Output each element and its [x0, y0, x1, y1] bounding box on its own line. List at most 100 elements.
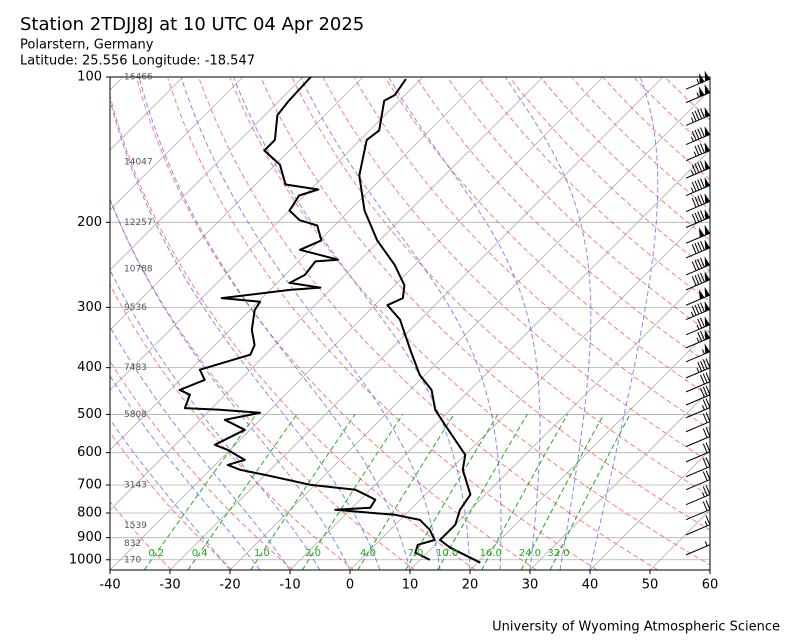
height-label: 10788 — [124, 265, 153, 275]
wind-barb — [685, 70, 711, 90]
barb-full — [697, 162, 703, 172]
moist-adiabat — [110, 268, 321, 570]
barb-flag — [699, 227, 705, 238]
barb-full — [697, 144, 703, 155]
barb-full — [694, 275, 700, 285]
mixing-ratio-label: 4.0 — [360, 548, 376, 559]
barb-half — [690, 170, 694, 176]
barb-full — [702, 501, 708, 511]
wind-barb — [685, 301, 711, 321]
dry-adiabat — [110, 360, 294, 570]
mixing-ratio-line — [250, 413, 356, 570]
isotherm — [110, 77, 304, 271]
barb-staff — [685, 451, 711, 463]
barb-full — [691, 244, 697, 254]
dry-adiabat — [354, 77, 710, 430]
barb-full — [694, 260, 700, 270]
mixing-ratio-label: 2.0 — [305, 548, 321, 559]
barb-half — [690, 311, 694, 317]
height-label: 7483 — [124, 363, 147, 373]
x-tick-label: -30 — [159, 578, 180, 593]
isotherm — [409, 269, 710, 570]
barb-full — [700, 210, 705, 220]
moist-adiabat — [180, 77, 441, 570]
barb-flag — [699, 86, 705, 97]
barb-full — [705, 412, 711, 422]
wind-barb — [685, 412, 711, 433]
dry-adiabat — [603, 77, 710, 181]
barb-full — [694, 243, 700, 253]
barb-staff — [685, 544, 711, 556]
barb-full — [697, 195, 703, 206]
x-tick-label: 30 — [522, 578, 539, 593]
barb-half — [696, 78, 700, 84]
barb-flag — [704, 159, 710, 170]
barb-full — [705, 515, 711, 525]
barb-full — [697, 211, 703, 222]
isotherm — [229, 89, 710, 570]
barb-full — [705, 442, 711, 452]
barb-full — [700, 108, 705, 118]
barb-full — [700, 127, 705, 137]
wind-barb — [685, 427, 711, 448]
x-tick-label: 20 — [462, 578, 479, 593]
dry-adiabat — [110, 501, 172, 570]
barb-half — [704, 521, 708, 527]
barb-full — [691, 197, 697, 208]
height-label: 832 — [124, 539, 141, 549]
barb-full — [694, 110, 700, 121]
barb-full — [700, 374, 705, 385]
barb-full — [697, 258, 703, 269]
dry-adiabat — [665, 77, 710, 121]
barb-full — [700, 257, 705, 268]
barb-full — [700, 330, 705, 341]
barb-full — [705, 470, 711, 480]
mixing-ratio-label: 24.0 — [519, 548, 541, 559]
barb-full — [697, 361, 703, 372]
barb-half — [696, 337, 700, 343]
barb-full — [694, 180, 700, 191]
dry-adiabat — [696, 77, 710, 92]
wind-barb — [685, 142, 711, 162]
y-tick-label: 700 — [77, 477, 102, 492]
wind-barb — [685, 286, 711, 306]
barb-full — [697, 318, 703, 329]
barb-staff — [685, 466, 711, 478]
barb-flag — [704, 301, 710, 312]
isotherm — [110, 77, 364, 331]
wind-barb — [685, 209, 711, 228]
isotherm — [110, 77, 424, 391]
barb-full — [691, 164, 697, 175]
moist-adiabat — [110, 97, 381, 570]
barb-full — [700, 194, 705, 204]
barb-full — [702, 486, 708, 496]
mixing-ratio-line — [481, 413, 569, 570]
barb-full — [700, 387, 705, 398]
barb-full — [702, 399, 708, 409]
wind-barb — [685, 126, 711, 145]
barb-staff — [685, 184, 711, 196]
barb-flag — [704, 256, 710, 267]
barb-staff — [685, 381, 711, 393]
barb-flag — [704, 193, 710, 204]
dry-adiabat — [634, 77, 710, 151]
wind-barb — [685, 541, 711, 556]
mixing-ratio-label: 10.0 — [436, 548, 458, 559]
barb-full — [697, 331, 703, 342]
moist-adiabat — [138, 77, 411, 570]
barb-flag — [704, 224, 710, 236]
barb-half — [701, 405, 705, 411]
profile-line — [358, 78, 481, 564]
x-tick-label: 50 — [642, 578, 659, 593]
barb-full — [697, 273, 703, 284]
barb-full — [697, 128, 703, 139]
barb-full — [694, 196, 700, 207]
barb-full — [705, 398, 711, 408]
mixing-ratio-line — [301, 413, 404, 570]
barb-full — [702, 386, 708, 397]
barb-full — [700, 272, 705, 283]
barb-full — [705, 372, 711, 382]
y-tick-label: 500 — [77, 407, 102, 422]
barb-full — [697, 303, 703, 314]
barb-half — [704, 541, 708, 547]
